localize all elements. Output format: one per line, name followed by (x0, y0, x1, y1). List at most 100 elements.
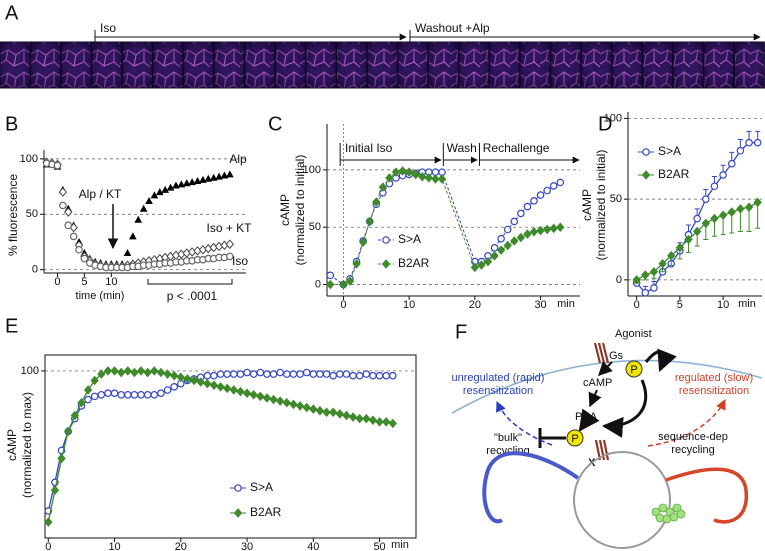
data-point (83, 385, 93, 395)
data-point (523, 229, 532, 239)
legend-marker (382, 236, 390, 244)
data-point (289, 370, 298, 378)
data-point (123, 249, 132, 257)
data-point (549, 223, 558, 234)
x-tick-label: 10 (105, 276, 117, 288)
panel-a: A Iso Washout +Alp (0, 2, 765, 89)
data-point (641, 270, 650, 280)
data-point (675, 242, 685, 253)
seqdep-label: sequence-dep (658, 431, 728, 443)
y-tick-label: 0 (32, 264, 38, 276)
data-point (503, 240, 512, 251)
data-point (97, 369, 106, 379)
data-point (542, 224, 552, 235)
data-point (719, 171, 727, 179)
data-point (649, 267, 659, 277)
data-point (702, 195, 710, 203)
annotation: Rechallenge (483, 141, 550, 155)
y-tick-label: 0 (315, 278, 321, 290)
image-frame-shade (520, 42, 551, 88)
data-point (355, 371, 364, 380)
data-point (556, 222, 565, 232)
phospho-site (625, 360, 643, 378)
phospho-label: P (571, 433, 578, 445)
data-point (110, 389, 119, 397)
data-point (398, 166, 407, 176)
gs-label: Gs (609, 350, 624, 362)
data-point (209, 173, 218, 181)
data-point (745, 138, 753, 147)
data-point (389, 371, 397, 380)
data-point (483, 256, 493, 267)
data-point (58, 187, 68, 197)
phospho-site (566, 429, 584, 447)
data-point (236, 370, 245, 378)
data-point (256, 368, 265, 377)
panel-label: E (5, 315, 18, 337)
panel-label: D (598, 113, 612, 135)
data-point (64, 207, 73, 217)
data-point (378, 182, 388, 192)
bracket (147, 279, 233, 285)
y-axis-label: (normalized to initial) (594, 150, 608, 261)
y-tick-label: 100 (20, 153, 38, 165)
data-point (497, 234, 505, 243)
data-point (223, 383, 232, 394)
data-point (177, 180, 186, 188)
data-point (129, 232, 137, 240)
data-point (349, 371, 357, 380)
receptor (593, 342, 610, 364)
data-point (204, 174, 213, 182)
endosome (573, 451, 671, 549)
data-point (97, 390, 106, 399)
data-point (150, 390, 159, 399)
data-point (220, 171, 229, 179)
legend-marker (642, 148, 650, 156)
data-point (470, 262, 480, 273)
data-point (226, 252, 234, 261)
data-point (736, 146, 745, 155)
y-tick-label: 0 (616, 274, 622, 286)
data-point (529, 227, 539, 237)
arrow (598, 361, 613, 376)
data-point (375, 417, 384, 427)
data-point (143, 367, 152, 378)
y-axis-label: cAMP (278, 194, 292, 226)
y-axis-label: cAMP (5, 429, 19, 461)
image-frame-shade (91, 42, 122, 88)
data-point (170, 383, 178, 391)
data-point (658, 258, 667, 269)
data-point (172, 181, 180, 189)
data-point (296, 370, 304, 378)
data-point (130, 390, 139, 399)
data-point (736, 204, 745, 214)
data-point (369, 371, 377, 380)
x-tick-label: 20 (469, 299, 481, 311)
x-tick-label: 10 (403, 299, 415, 311)
data-point (490, 251, 499, 261)
data-point (362, 370, 371, 378)
panel-label: B (5, 113, 18, 135)
legend-marker (234, 484, 242, 492)
data-point (216, 382, 225, 392)
data-point (692, 226, 702, 237)
agonist-label: Agonist (615, 328, 652, 340)
arrow (578, 408, 600, 432)
x-tick-label: 30 (241, 541, 253, 551)
data-point (145, 196, 153, 204)
data-point (391, 167, 401, 177)
annotation: Initial Iso (345, 141, 393, 155)
data-point (352, 259, 361, 269)
x-tick-label: 40 (307, 541, 319, 551)
image-frame-shade (0, 42, 30, 88)
data-point (216, 370, 225, 378)
image-frame-shade (153, 42, 183, 88)
x-tick-label: 30 (534, 299, 546, 311)
data-point (57, 453, 66, 464)
panel-label: A (5, 2, 19, 24)
data-point (411, 169, 420, 180)
data-point (236, 386, 245, 397)
x-tick-label: 0 (54, 276, 60, 288)
data-point (424, 173, 434, 183)
